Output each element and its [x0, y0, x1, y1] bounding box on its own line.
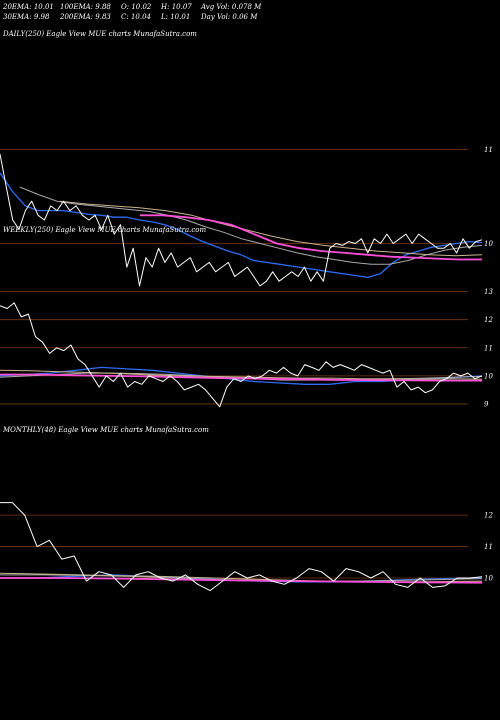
weekly-tick-label: 10: [484, 372, 493, 380]
weekly-tick-label: 12: [484, 316, 493, 324]
weekly-tick-label: 9: [484, 400, 489, 408]
header-ema20: 20EMA: 10.01: [3, 3, 54, 11]
daily-ema-line: [59, 200, 483, 257]
monthly-panel-label: MONTHLY(48) Eagle View MUE charts Munafa…: [3, 426, 209, 434]
weekly-tick-label: 11: [484, 344, 493, 352]
daily-price-line: [0, 154, 483, 287]
header-ema200: 200EMA: 9.83: [60, 13, 111, 21]
header-high: H: 10.07: [161, 3, 192, 11]
header-avgvol: Avg Vol: 0.078 M: [201, 3, 262, 11]
daily-ema-line: [140, 214, 482, 261]
daily-ema-line: [19, 186, 483, 265]
header-low: L: 10.01: [161, 13, 191, 21]
header-ema100: 100EMA: 9.88: [60, 3, 111, 11]
weekly-ema-line: [0, 373, 482, 382]
weekly-price-line: [0, 302, 483, 408]
weekly-ema-line: [0, 369, 483, 380]
weekly-panel-label: WEEKLY(250) Eagle View MUE charts Munafa…: [3, 226, 207, 234]
weekly-panel: 13 12 11 10 9: [0, 288, 493, 408]
monthly-price-line: [0, 502, 483, 592]
header-ema30: 30EMA: 9.98: [3, 13, 50, 21]
daily-tick-label: 11: [484, 146, 493, 154]
monthly-tick-label: 10: [484, 575, 493, 583]
header-open: O: 10.02: [121, 3, 152, 11]
monthly-ema-line: [0, 577, 483, 584]
header-close: C: 10.04: [121, 13, 151, 21]
daily-panel: 11 10: [0, 146, 493, 287]
monthly-tick-label: 12: [484, 512, 493, 520]
daily-tick-label: 10: [484, 240, 493, 248]
monthly-tick-label: 11: [484, 543, 493, 551]
header-dayvol: Day Vol: 0.06 M: [201, 13, 258, 21]
monthly-panel: 12 11 10: [0, 502, 493, 592]
weekly-tick-label: 13: [484, 288, 493, 296]
daily-panel-label: DAILY(250) Eagle View MUE charts MunafaS…: [3, 30, 197, 38]
